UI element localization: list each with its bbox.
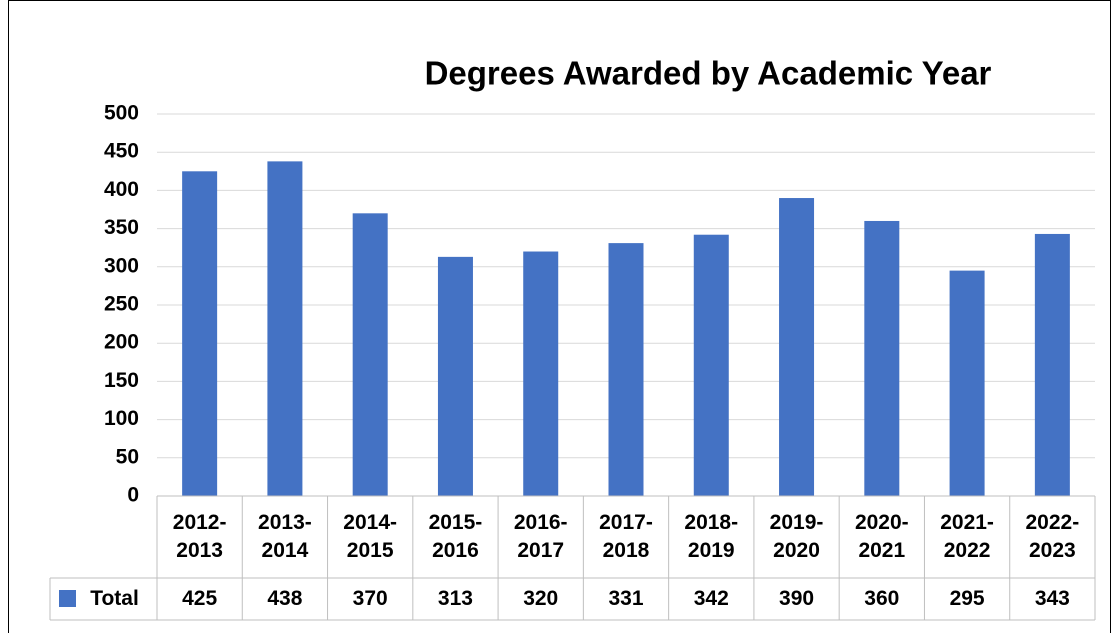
table-value: 360 — [864, 587, 900, 610]
x-tick-label: 2012-2013 — [172, 511, 227, 562]
y-tick-label: 450 — [104, 140, 139, 163]
bar — [267, 161, 303, 497]
bar — [864, 220, 900, 496]
x-tick-label: 2022-2023 — [1025, 511, 1080, 562]
y-tick-label: 400 — [104, 178, 139, 201]
table-value: 295 — [949, 587, 985, 610]
bar — [693, 234, 729, 496]
bar — [182, 171, 218, 497]
y-tick-label: 0 — [127, 484, 139, 507]
bar — [437, 256, 473, 496]
x-tick-label: 2020-2021 — [854, 511, 909, 562]
y-tick-label: 350 — [104, 216, 139, 239]
y-tick-label: 300 — [104, 254, 139, 277]
table-value: 390 — [779, 587, 815, 610]
bar — [1034, 233, 1070, 496]
legend-label: Total — [90, 587, 139, 610]
y-tick-label: 100 — [104, 407, 139, 430]
table-value: 425 — [182, 587, 218, 610]
legend-swatch — [59, 590, 76, 607]
x-tick-label: 2021-2022 — [940, 511, 994, 562]
x-tick-label: 2013-2014 — [258, 511, 312, 562]
table-value: 370 — [352, 587, 388, 610]
table-value: 320 — [523, 587, 559, 610]
x-tick-label: 2017-2018 — [599, 511, 653, 562]
y-tick-label: 200 — [104, 331, 139, 354]
bar — [949, 270, 985, 496]
table-value: 342 — [693, 587, 729, 610]
bar — [779, 198, 815, 497]
bar — [608, 243, 644, 496]
x-tick-label: 2019-2020 — [769, 511, 824, 562]
y-tick-label: 500 — [104, 102, 139, 125]
table-value: 313 — [437, 587, 473, 610]
bar — [523, 251, 559, 496]
x-tick-label: 2018-2019 — [684, 511, 739, 562]
y-tick-label: 50 — [116, 445, 139, 468]
table-value: 343 — [1034, 587, 1070, 610]
table-value: 438 — [267, 587, 303, 610]
table-value: 331 — [608, 587, 644, 610]
bar — [352, 213, 388, 496]
x-tick-label: 2015-2016 — [428, 511, 483, 562]
x-tick-label: 2016-2017 — [513, 511, 568, 562]
chart-title: Degrees Awarded by Academic Year — [425, 55, 992, 92]
y-tick-label: 150 — [104, 369, 139, 392]
x-tick-label: 2014-2015 — [343, 511, 398, 562]
y-tick-label: 250 — [104, 293, 139, 316]
